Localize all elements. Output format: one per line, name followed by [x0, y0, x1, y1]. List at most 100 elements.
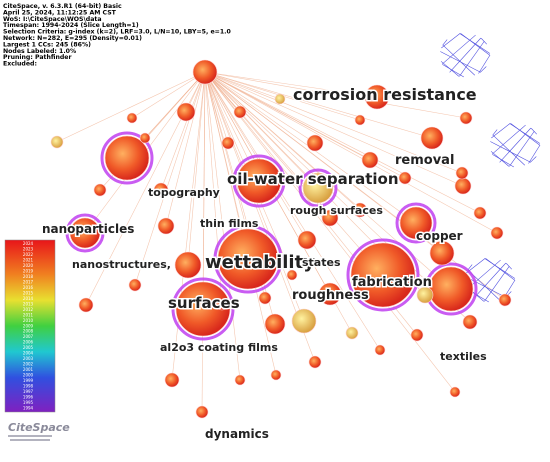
node	[449, 386, 461, 398]
node	[286, 269, 298, 281]
edge	[204, 71, 281, 100]
node	[78, 297, 94, 313]
node	[364, 84, 390, 110]
node-label: topography	[148, 186, 220, 199]
node-label: fabrication	[352, 275, 432, 290]
cluster-edge	[480, 38, 487, 45]
legend-year: 2001	[23, 367, 34, 372]
cluster-edge	[478, 54, 491, 74]
cluster-edge	[509, 123, 541, 144]
node	[416, 286, 434, 304]
legend-year: 2007	[23, 334, 34, 339]
node	[234, 374, 246, 386]
cluster-edge	[499, 127, 532, 163]
node-label: corrosion resistance	[293, 85, 477, 104]
node	[93, 183, 107, 197]
edge	[144, 71, 206, 139]
cluster-edge	[442, 34, 476, 65]
legend-year: 2009	[23, 323, 34, 328]
node-ring	[395, 202, 437, 244]
cluster-edge	[484, 258, 516, 279]
header-line: WoS: I:\CiteSpace\WOS\data	[3, 16, 102, 23]
edge	[204, 71, 467, 119]
node-label: states	[302, 256, 341, 269]
cluster-edge	[491, 123, 511, 139]
cluster-edge	[441, 33, 461, 49]
node	[217, 228, 279, 290]
cluster-edge	[442, 64, 465, 78]
edge	[204, 71, 316, 144]
legend-year: 2018	[23, 274, 34, 279]
edge	[204, 71, 433, 139]
node	[420, 126, 444, 150]
node-ring	[346, 238, 420, 312]
node	[345, 326, 359, 340]
edge	[134, 71, 206, 286]
legend-year: 2022	[23, 252, 34, 257]
node	[104, 135, 150, 181]
legend: 2024202320222021202020192018201720162015…	[23, 241, 34, 411]
header-line: Timespan: 1994-2024 (Slice Length=1)	[3, 22, 139, 29]
node	[354, 114, 366, 126]
cluster-edge	[505, 263, 512, 270]
edge	[160, 71, 206, 191]
legend-year: 2002	[23, 362, 34, 367]
node	[128, 278, 142, 292]
node	[490, 226, 504, 240]
legend-year: 2004	[23, 351, 34, 356]
legend-year: 2015	[23, 290, 34, 295]
bubbles	[50, 59, 512, 419]
node	[321, 209, 339, 227]
edge	[171, 71, 206, 381]
node	[306, 134, 324, 152]
node	[258, 291, 272, 305]
legend-year: 2012	[23, 307, 34, 312]
edge	[204, 71, 241, 381]
node-ring	[100, 131, 154, 185]
edge	[56, 71, 206, 143]
cluster-edge	[529, 156, 537, 163]
node-label: al2o3 coating films	[160, 341, 278, 354]
node-label: nanoparticles	[42, 222, 134, 236]
header: CiteSpace, v. 6.3.R1 (64-bit) BasicApril…	[3, 3, 232, 68]
header-line: Pruning: Pathfinder	[3, 54, 73, 61]
cluster-edge	[449, 37, 482, 73]
node	[361, 151, 379, 169]
cluster-edge	[479, 66, 487, 73]
node	[195, 405, 209, 419]
node	[455, 166, 469, 180]
node	[174, 251, 202, 279]
header-line: Excluded:	[3, 61, 37, 68]
node	[429, 240, 455, 266]
edge	[165, 71, 206, 227]
node	[164, 372, 180, 388]
node	[410, 328, 424, 342]
legend-year: 2013	[23, 301, 34, 306]
node	[308, 355, 322, 369]
node	[176, 102, 196, 122]
legend-year: 2003	[23, 356, 34, 361]
edge	[204, 71, 463, 174]
legend-year: 2005	[23, 345, 34, 350]
node	[139, 132, 151, 144]
node-label: roughness	[292, 288, 369, 303]
legend-year: 2014	[23, 296, 34, 301]
node	[398, 171, 412, 185]
node-ring	[232, 154, 286, 208]
cluster-edge	[474, 262, 507, 298]
edge	[204, 71, 229, 144]
cluster-edge	[460, 33, 491, 56]
node	[216, 299, 228, 311]
edge	[204, 71, 361, 211]
legend-year: 2020	[23, 263, 34, 268]
cluster-edge	[442, 44, 476, 76]
node	[291, 308, 317, 334]
edge	[204, 71, 506, 301]
legend-year: 1996	[23, 395, 34, 400]
node	[302, 172, 334, 204]
header-line: April 25, 2024, 11:12:25 AM CST	[3, 9, 117, 16]
edge	[131, 71, 206, 119]
node	[274, 93, 286, 105]
edge	[201, 71, 206, 413]
